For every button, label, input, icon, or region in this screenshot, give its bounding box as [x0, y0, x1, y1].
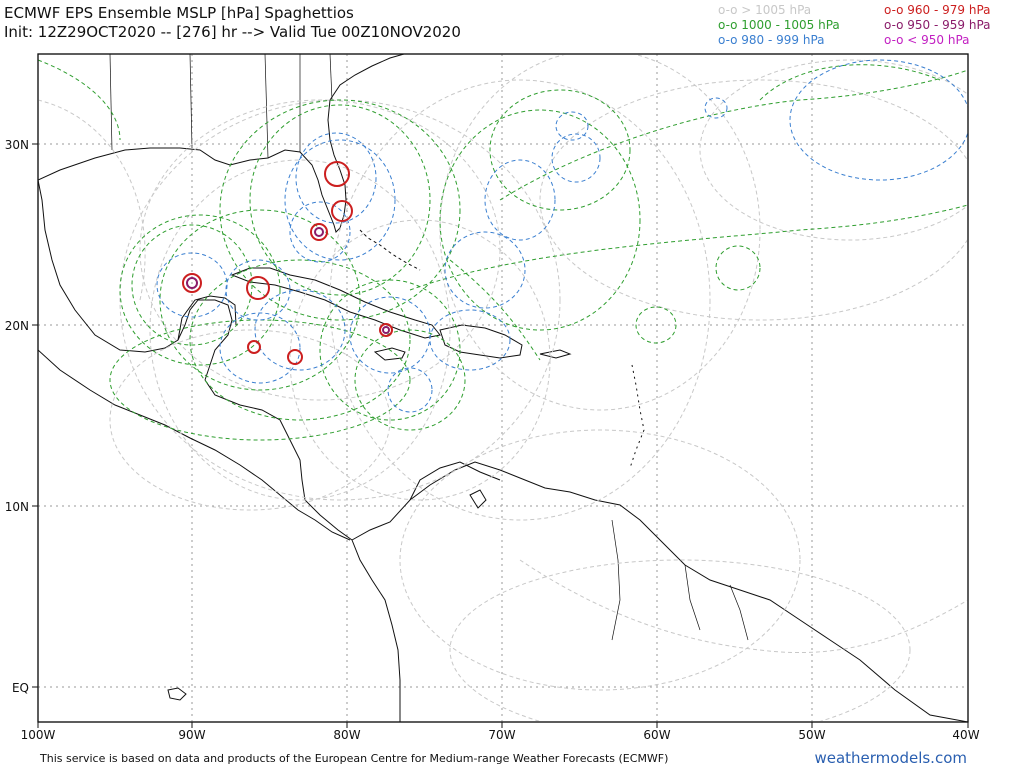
x-tick-50w: 50W	[798, 728, 825, 742]
legend-item-gt1005: o-o > 1005 hPa	[718, 3, 812, 17]
x-tick-100w: 100W	[21, 728, 56, 742]
x-tick-70w: 70W	[488, 728, 515, 742]
x-tick-90w: 90W	[178, 728, 205, 742]
legend-item-960-979: o-o 960 - 979 hPa	[884, 3, 991, 17]
legend-left: o-o > 1005 hPa o-o 1000 - 1005 hPa o-o 9…	[718, 3, 840, 48]
y-tick-20n: 20N	[5, 319, 29, 333]
map-border	[37, 53, 969, 723]
y-tick-10n: 10N	[5, 500, 29, 514]
y-tick-eq: EQ	[12, 681, 29, 695]
title-line-2: Init: 12Z29OCT2020 -- [276] hr --> Valid…	[4, 23, 461, 41]
title-line-1: ECMWF EPS Ensemble MSLP [hPa] Spaghettio…	[4, 4, 354, 22]
axis-ticks	[32, 143, 969, 728]
legend-item-950-959: o-o 950 - 959 hPa	[884, 18, 991, 32]
ecmwf-attribution: This service is based on data and produc…	[40, 752, 669, 765]
site-link[interactable]: weathermodels.com	[814, 749, 967, 767]
contours-980-999	[156, 59, 968, 413]
map-frame	[37, 53, 969, 723]
x-tick-40w: 40W	[952, 728, 979, 742]
y-tick-30n: 30N	[5, 138, 29, 152]
low-centres	[182, 161, 393, 365]
contours-gt1005	[38, 54, 968, 722]
legend-right: o-o 960 - 979 hPa o-o 950 - 959 hPa o-o …	[884, 3, 991, 48]
y-tick-labels: 30N 20N 10N EQ	[5, 138, 29, 695]
legend-item-980-999: o-o 980 - 999 hPa	[718, 33, 825, 47]
legend-item-1000-1005: o-o 1000 - 1005 hPa	[718, 18, 840, 32]
x-tick-60w: 60W	[643, 728, 670, 742]
legend-item-lt950: o-o < 950 hPa	[884, 33, 970, 47]
x-tick-labels: 100W 90W 80W 70W 60W 50W 40W	[21, 728, 980, 742]
map-title: ECMWF EPS Ensemble MSLP [hPa] Spaghettio…	[4, 4, 461, 42]
graticule	[38, 54, 968, 722]
x-tick-80w: 80W	[333, 728, 360, 742]
